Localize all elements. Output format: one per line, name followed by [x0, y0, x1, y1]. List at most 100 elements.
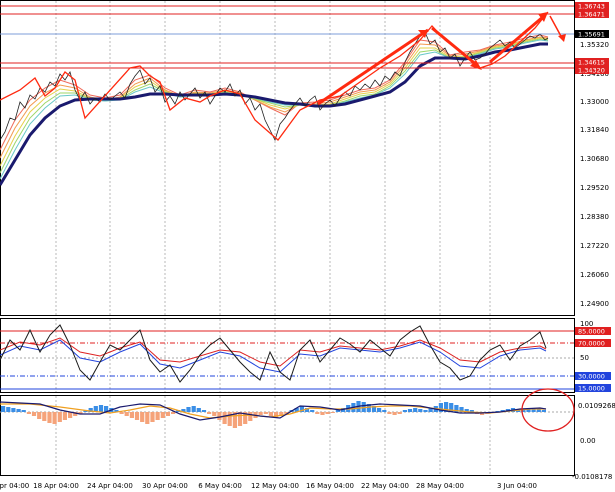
- macd-histogram-bar: [310, 410, 315, 412]
- macd-histogram-bar: [268, 412, 273, 416]
- stochastic-signal: [0, 337, 547, 367]
- macd-histogram-bar: [232, 412, 237, 428]
- stochastic-fast: [0, 339, 547, 373]
- macd-histogram-bar: [449, 403, 454, 412]
- macd-histogram-bar: [315, 412, 320, 414]
- slow-moving-average: [0, 42, 548, 186]
- macd-histogram-bar: [526, 409, 531, 412]
- price-vertical-grid: [55, 1, 491, 315]
- macd-histogram-bar: [480, 412, 485, 415]
- macd-histogram-bar: [207, 412, 212, 414]
- stoch-level-tag: 15.0000: [578, 385, 605, 393]
- date-label: 3 Jun 04:00: [497, 482, 537, 490]
- macd-histogram-bar: [237, 412, 243, 426]
- stoch-level-tag: 70.0000: [578, 340, 605, 348]
- price-tick: 1.35320: [580, 41, 609, 49]
- macd-pane-border: [0, 395, 575, 476]
- up-arrow-2: [489, 14, 545, 64]
- macd-histogram-bar: [464, 409, 469, 412]
- price-tick: 1.27220: [580, 242, 609, 250]
- macd-histogram-bar: [407, 409, 413, 412]
- macd-histogram-bar: [11, 408, 16, 412]
- macd-histogram-bar: [382, 410, 387, 412]
- stoch-tick: 100: [580, 320, 593, 328]
- macd-histogram-bar: [402, 410, 407, 412]
- macd-histogram-bar: [140, 412, 145, 422]
- macd-histogram-bar: [279, 412, 284, 416]
- macd-histogram-bar: [263, 412, 268, 414]
- macd-histogram-bar: [114, 410, 119, 412]
- macd-histogram-bar: [521, 410, 526, 412]
- macd-histogram-bar: [171, 412, 176, 414]
- macd-signal-line: [0, 403, 546, 419]
- macd-histogram-bar: [371, 406, 377, 412]
- macd-histogram-bar: [243, 412, 248, 424]
- macd-histogram-bar: [16, 409, 21, 412]
- stochastic-vertical-grid: [55, 319, 491, 392]
- date-label: 12 May 04:00: [251, 482, 299, 490]
- macd-histogram-bar: [62, 412, 67, 420]
- date-label: 22 May 04:00: [361, 482, 409, 490]
- support-tag: 1.34615: [578, 59, 605, 67]
- macd-histogram-bar: [536, 409, 541, 412]
- price-axis: 1.35320 1.34160 1.33000 1.31840 1.30680 …: [580, 41, 609, 308]
- current-price-tag: 1.35691: [578, 31, 605, 39]
- date-label: 30 Apr 04:00: [142, 482, 188, 490]
- macd-histogram-bar: [423, 410, 428, 412]
- macd-histogram-bar: [469, 410, 474, 412]
- stochastic-main: [0, 324, 547, 383]
- stoch-level-tag: 30.0000: [578, 373, 605, 381]
- macd-histogram-bar: [37, 412, 42, 419]
- highlight-circle[interactable]: [521, 388, 575, 432]
- macd-histogram-bar: [397, 412, 402, 414]
- macd-histogram-bar: [212, 412, 217, 416]
- macd-histogram-bar: [186, 407, 191, 412]
- date-label: 28 May 04:00: [416, 482, 464, 490]
- macd-histogram-bar: [42, 412, 47, 421]
- macd-histogram-bar: [413, 408, 418, 412]
- macd-histogram-bar: [129, 412, 134, 418]
- arrow-drawings[interactable]: [317, 12, 566, 106]
- stochastic-pane[interactable]: 100 50 0 85.0000 70.0000 30.0000 15.0000: [0, 318, 611, 395]
- date-label: 16 May 04:00: [306, 482, 354, 490]
- macd-histogram-bar: [78, 412, 83, 414]
- macd-histogram-bar: [387, 412, 392, 414]
- macd-histogram-bar: [438, 403, 443, 412]
- macd-histogram-bar: [98, 405, 104, 412]
- stoch-level-tag: 85.0000: [578, 328, 605, 336]
- macd-histogram-bar: [47, 412, 52, 423]
- macd-histogram-bar: [52, 412, 57, 424]
- price-tick: 1.28380: [580, 213, 609, 221]
- price-pane[interactable]: 1.35320 1.34160 1.33000 1.31840 1.30680 …: [0, 0, 609, 316]
- price-tick: 1.30680: [580, 155, 609, 163]
- macd-histogram-bar: [68, 412, 73, 418]
- macd-histogram-bar: [294, 408, 299, 412]
- macd-histogram-bar: [73, 412, 78, 416]
- macd-histogram-bar: [377, 408, 382, 412]
- down-arrow-2: [549, 15, 563, 39]
- macd-histogram-bar: [320, 412, 325, 415]
- macd-histogram-bar: [191, 406, 196, 412]
- macd-histogram-bar: [541, 410, 546, 412]
- macd-histogram-bar: [165, 412, 170, 416]
- macd-histogram-bar: [392, 412, 397, 415]
- zigzag-drawing[interactable]: [0, 11, 549, 141]
- macd-histogram-bar: [196, 408, 201, 412]
- macd-pane[interactable]: 0.0109268 0.00 -0.0108178: [0, 388, 615, 481]
- macd-histogram-bar: [119, 412, 124, 414]
- sr-levels[interactable]: [0, 5, 574, 69]
- macd-histogram-bar: [335, 410, 340, 412]
- macd-histogram-bar: [274, 412, 279, 418]
- macd-histogram-bar: [21, 410, 26, 412]
- macd-histogram-bar: [217, 412, 222, 420]
- macd-histogram-bar: [330, 412, 335, 413]
- resistance-tag: 1.36743: [578, 3, 605, 11]
- macd-axis: 0.0109268 0.00 -0.0108178: [572, 402, 615, 481]
- macd-histogram-bar: [454, 405, 459, 412]
- macd-histogram-bar: [325, 412, 330, 414]
- stochastic-level-tags: 85.0000 70.0000 30.0000 15.0000: [575, 327, 611, 393]
- macd-histogram-bar: [227, 412, 232, 426]
- macd-histogram-bar: [1, 406, 6, 412]
- stochastic-pane-border: [0, 318, 575, 393]
